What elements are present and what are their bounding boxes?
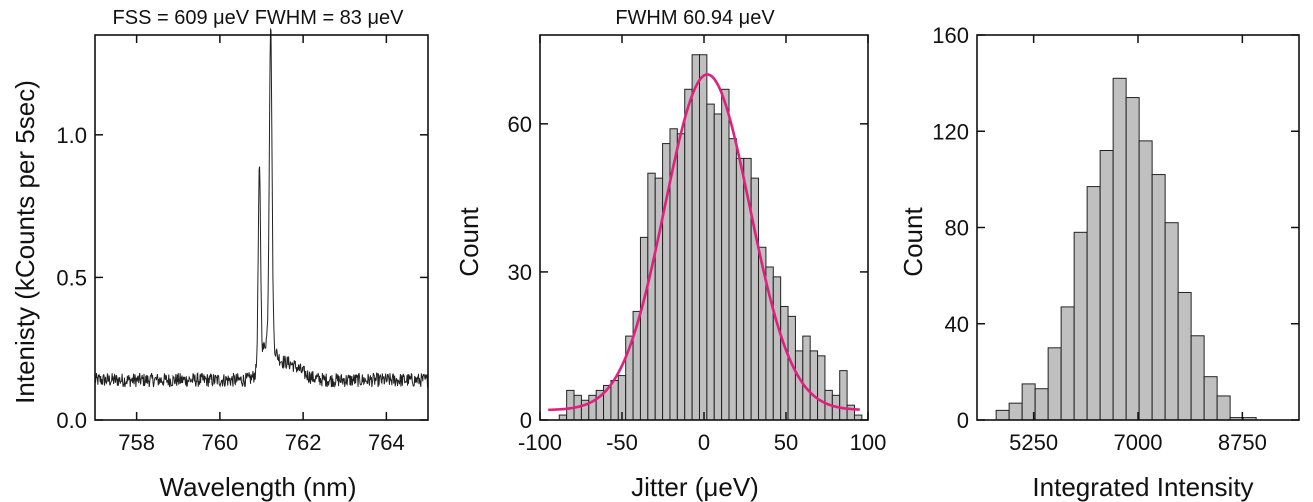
p2-bar xyxy=(772,276,782,421)
intensity-plot-area xyxy=(995,77,1257,421)
jitter-x-ticks: -100 -50 0 50 100 xyxy=(518,35,886,455)
panel-intensity: 5250 7000 8750 0 40 80 120 160 Integrated Inte… xyxy=(898,23,1300,502)
p3-xtick-label: 7000 xyxy=(1114,430,1163,455)
p2-ytick-label: 60 xyxy=(508,112,532,137)
p2-xtick-label: -50 xyxy=(606,430,638,455)
p1-xtick-label: 764 xyxy=(368,430,405,455)
p2-xtick-label: -100 xyxy=(518,430,562,455)
p2-bar xyxy=(706,103,715,421)
p2-bar xyxy=(676,133,686,421)
panel-jitter: FWHM 60.94 μeV -100 -50 0 50 100 0 30 60 Jitte… xyxy=(454,7,886,502)
intensity-x-label: Integrated Intensity xyxy=(1032,472,1253,502)
p2-bar xyxy=(684,88,693,421)
p2-bar xyxy=(698,54,708,421)
p3-ytick-label: 80 xyxy=(945,216,969,241)
p1-ytick-label: 0.0 xyxy=(56,408,87,433)
jitter-title: FWHM 60.94 μeV xyxy=(615,7,775,29)
p3-bar xyxy=(1112,77,1127,421)
p2-bar xyxy=(802,335,811,421)
p2-bar xyxy=(610,380,619,421)
p2-bar xyxy=(639,236,649,421)
spectrum-title: FSS = 609 μeV FWHM = 83 μeV xyxy=(113,7,405,29)
p1-xtick-label: 758 xyxy=(118,430,155,455)
jitter-y-label: Count xyxy=(454,207,484,277)
spectrum-y-label: Intenisty (kCounts per 5sec) xyxy=(10,80,40,404)
spectrum-x-label: Wavelength (nm) xyxy=(160,472,357,502)
p3-xtick-label: 8750 xyxy=(1218,430,1267,455)
intensity-y-ticks: 0 40 80 120 160 xyxy=(932,23,1299,433)
spectrum-frame xyxy=(94,34,429,421)
p2-ytick-label: 0 xyxy=(520,408,532,433)
p2-xtick-label: 0 xyxy=(698,430,710,455)
p2-gaussian-fit xyxy=(548,73,860,412)
p2-bar xyxy=(735,157,745,421)
p2-xtick-label: 100 xyxy=(850,430,887,455)
p2-bar xyxy=(728,138,737,421)
intensity-y-label: Count xyxy=(898,207,928,277)
intensity-x-ticks: 5250 7000 8750 xyxy=(1009,35,1267,455)
p2-bar xyxy=(809,350,819,421)
p3-bar xyxy=(1164,222,1179,421)
p2-ytick-label: 30 xyxy=(508,260,532,285)
p3-bar xyxy=(1099,150,1114,421)
p1-xtick-label: 760 xyxy=(202,430,239,455)
p3-bar xyxy=(1086,186,1101,421)
p3-bar xyxy=(995,409,1010,421)
p3-bar xyxy=(1138,140,1153,421)
p2-bar xyxy=(839,370,848,421)
jitter-x-label: Jitter (μeV) xyxy=(631,472,759,502)
p3-ytick-label: 160 xyxy=(932,23,969,48)
p1-xtick-label: 762 xyxy=(285,430,322,455)
jitter-plot-area xyxy=(548,54,863,421)
jitter-y-ticks: 0 30 60 xyxy=(508,112,868,433)
p3-ytick-label: 120 xyxy=(932,119,969,144)
spectrum-y-ticks: 0.0 0.5 1.0 xyxy=(56,123,428,433)
p3-bar xyxy=(1177,291,1192,421)
p2-bar xyxy=(691,54,700,421)
p3-xtick-label: 5250 xyxy=(1009,430,1058,455)
p3-ytick-label: 40 xyxy=(945,312,969,337)
p2-bar xyxy=(566,389,575,421)
p1-ytick-label: 0.5 xyxy=(56,265,87,290)
p2-bar xyxy=(654,177,664,421)
spectrum-x-ticks: 758 760 762 764 xyxy=(118,35,405,455)
p2-bar xyxy=(780,305,789,421)
panel-spectrum: FSS = 609 μeV FWHM = 83 μeV 758 760 762 764… xyxy=(10,7,429,502)
p3-bar xyxy=(1216,395,1231,421)
p3-bar xyxy=(1125,97,1140,421)
p3-bar xyxy=(1008,402,1023,421)
p2-bar xyxy=(721,88,730,421)
p2-xtick-label: 50 xyxy=(774,430,798,455)
p2-bar xyxy=(817,355,826,421)
p3-bar xyxy=(1073,231,1088,421)
p3-bar xyxy=(1034,388,1049,421)
p3-ytick-label: 0 xyxy=(957,408,969,433)
spectrum-line xyxy=(94,28,429,388)
p3-bar xyxy=(1151,174,1166,421)
p3-bar xyxy=(1060,306,1075,421)
p3-bar xyxy=(1203,376,1218,421)
p3-bar xyxy=(1190,335,1205,421)
p2-bar xyxy=(713,113,723,421)
p3-bar xyxy=(1047,347,1062,421)
p1-ytick-label: 1.0 xyxy=(56,123,87,148)
p2-bar xyxy=(846,404,855,421)
spectrum-plot-area xyxy=(94,28,429,388)
p2-bar xyxy=(647,172,656,421)
p2-bar xyxy=(794,350,804,421)
